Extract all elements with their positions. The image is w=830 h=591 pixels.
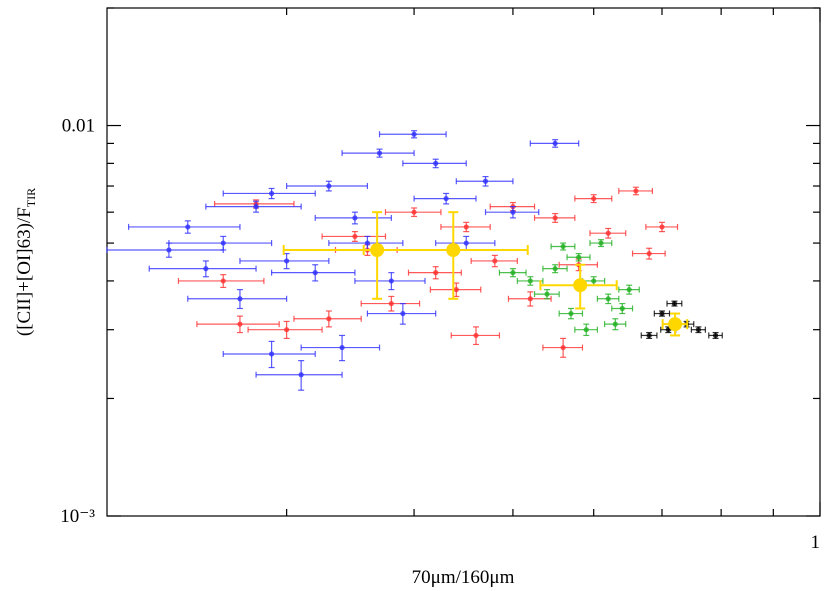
point — [605, 230, 611, 236]
point — [671, 300, 678, 307]
point — [220, 240, 226, 246]
point — [433, 160, 439, 166]
point — [269, 190, 275, 197]
y-tick-label: 10⁻³ — [60, 506, 95, 527]
y-axis-label-sub: TIR — [24, 188, 38, 207]
point — [626, 287, 632, 293]
point — [568, 310, 574, 317]
point — [364, 240, 370, 246]
point — [552, 266, 558, 272]
point — [312, 270, 318, 276]
point — [388, 300, 394, 307]
point — [573, 278, 588, 293]
point — [269, 351, 275, 357]
point — [576, 254, 582, 260]
point — [284, 258, 290, 264]
point — [695, 327, 702, 333]
point — [376, 150, 383, 156]
point — [552, 215, 558, 221]
point — [473, 332, 479, 339]
point — [411, 131, 417, 137]
point — [646, 332, 652, 339]
point — [453, 287, 459, 293]
point — [712, 332, 719, 339]
point — [659, 224, 665, 230]
point — [352, 215, 358, 221]
point — [185, 224, 191, 230]
point — [591, 195, 597, 202]
point — [411, 209, 417, 215]
point — [433, 270, 439, 276]
point — [544, 291, 550, 297]
point — [527, 278, 533, 284]
point — [633, 188, 639, 194]
x-tick-label: 1 — [811, 532, 821, 553]
point — [326, 316, 332, 322]
point — [560, 344, 566, 351]
point — [510, 209, 516, 215]
point — [400, 310, 406, 317]
point — [598, 240, 604, 246]
point — [237, 296, 243, 302]
x-axis-label: 70μm/160μm — [412, 567, 515, 588]
point — [463, 240, 469, 246]
point — [298, 372, 304, 378]
point — [339, 344, 345, 351]
point — [220, 278, 226, 284]
point — [352, 233, 358, 240]
point — [284, 327, 290, 333]
point — [253, 204, 259, 210]
point — [560, 243, 566, 250]
y-axis-label: ([CII]+[OI]63)/FTIR — [14, 188, 38, 336]
point — [446, 243, 461, 258]
point — [443, 195, 449, 202]
point — [552, 140, 558, 147]
point — [326, 183, 332, 189]
point — [605, 296, 611, 302]
y-axis-label-main: ([CII]+[OI]63)/F — [14, 207, 35, 336]
point — [388, 278, 394, 284]
point — [510, 270, 516, 276]
point — [482, 178, 489, 184]
point — [492, 258, 498, 264]
y-tick-label: 0.01 — [62, 116, 95, 137]
point — [203, 266, 209, 272]
point — [527, 296, 533, 302]
point — [619, 305, 625, 312]
point — [591, 278, 597, 284]
point — [646, 250, 652, 257]
point — [463, 224, 469, 230]
point — [668, 317, 683, 332]
point — [237, 321, 243, 327]
point — [166, 247, 172, 253]
point — [659, 310, 665, 317]
point — [612, 321, 618, 327]
point — [583, 327, 589, 333]
plot-frame — [106, 7, 821, 517]
